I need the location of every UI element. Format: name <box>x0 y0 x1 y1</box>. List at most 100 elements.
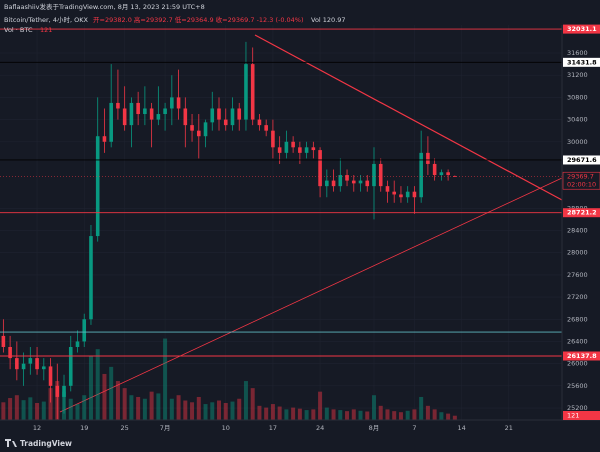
last-price-label: 29369.7 <box>567 173 594 181</box>
volume-bar <box>41 401 46 420</box>
volume-bar <box>203 404 208 420</box>
volume-bar <box>371 395 376 420</box>
volume-bar <box>156 393 161 420</box>
y-tick-label: 30800 <box>567 93 588 101</box>
volume-bar <box>95 349 100 420</box>
volume-bar <box>318 391 323 420</box>
volume-bar <box>48 388 53 420</box>
candle-body <box>15 358 19 370</box>
candle-body <box>203 122 208 137</box>
candle-body <box>432 163 437 176</box>
candle-body <box>95 136 100 237</box>
candle-body <box>8 347 12 359</box>
candle-body <box>385 186 390 192</box>
volume-bar <box>291 407 296 420</box>
volume-bar <box>210 402 215 420</box>
volume-bar <box>432 409 437 420</box>
candle-body <box>176 97 181 109</box>
y-tick-label: 30000 <box>567 138 588 146</box>
candle-body <box>378 163 383 187</box>
plot-area <box>0 28 562 420</box>
candle-body <box>277 147 282 153</box>
candle-body <box>351 180 356 184</box>
volume-bar <box>35 403 40 420</box>
candle-body <box>372 163 376 187</box>
volume-bar <box>385 409 390 420</box>
price-level-label: 32031.1 <box>567 25 597 33</box>
volume-bar <box>446 413 451 420</box>
volume-bar <box>243 381 248 420</box>
volume-bar <box>169 398 174 420</box>
candle-body <box>230 108 235 126</box>
candle-body <box>55 385 60 397</box>
candle-body <box>453 176 457 177</box>
volume-label: 121 <box>567 412 579 420</box>
candle-body <box>1 335 6 348</box>
x-tick-label: 8月 <box>369 424 380 432</box>
volume-pane-value: 121 <box>40 26 52 34</box>
volume-bar <box>8 398 13 420</box>
volume-bar <box>190 402 195 420</box>
volume-bar <box>217 400 222 420</box>
candle-body <box>190 125 194 131</box>
price-level-label: 28721.2 <box>567 209 597 217</box>
price-level-tag <box>563 155 600 165</box>
candle-body <box>304 147 309 153</box>
candle-body <box>257 119 262 126</box>
candle-body <box>392 191 397 195</box>
volume-bar <box>331 409 336 420</box>
candle-body <box>311 147 316 151</box>
candle-body <box>210 108 215 123</box>
candle-body <box>446 172 450 176</box>
volume-bar <box>250 388 255 420</box>
candle-body <box>109 102 113 142</box>
candle-body <box>183 108 188 126</box>
volume-bar <box>311 409 316 420</box>
volume-bar <box>284 409 289 420</box>
x-tick-label: 7月 <box>160 424 171 432</box>
volume-bar <box>425 405 430 420</box>
x-tick-label: 10 <box>222 424 230 432</box>
candle-body <box>28 358 33 364</box>
candle-body <box>143 108 147 115</box>
symbol: Bitcoin/Tether, 4小时, OKX <box>4 15 88 24</box>
x-tick-label: 19 <box>80 424 88 432</box>
price-level-label: 29671.6 <box>567 156 597 164</box>
volume-bar <box>75 404 80 420</box>
volume-bar <box>412 409 417 420</box>
volume-bar <box>1 402 6 420</box>
candle-body <box>48 366 53 386</box>
logo-icon <box>5 439 17 447</box>
y-tick-label: 31200 <box>567 71 588 79</box>
candle-body <box>250 64 255 120</box>
candle-body <box>116 102 120 109</box>
logo: TradingView <box>20 439 72 448</box>
x-tick-label: 14 <box>457 424 465 432</box>
y-tick-label: 30400 <box>567 116 588 124</box>
y-tick-label: 28400 <box>567 227 588 235</box>
volume-pane-label: Vol · BTC <box>4 26 33 34</box>
price-level-tag <box>563 24 600 34</box>
candle-body <box>217 108 221 120</box>
candle-body <box>156 114 161 120</box>
candle-body <box>170 97 174 109</box>
volume-bar <box>419 396 424 420</box>
volume-bar <box>136 396 141 420</box>
x-tick-label: 21 <box>505 424 513 432</box>
candle-body <box>264 125 268 131</box>
volume-bar <box>115 381 120 420</box>
y-tick-label: 27600 <box>567 271 588 279</box>
volume-bar <box>196 396 201 420</box>
y-tick-label: 25600 <box>567 382 588 390</box>
volume-bar <box>277 406 282 420</box>
volume-bar <box>149 391 154 420</box>
candle-body <box>82 319 87 342</box>
volume-bar <box>264 407 269 420</box>
volume-bar <box>88 356 93 420</box>
candle-body <box>298 147 302 153</box>
volume-bar <box>142 398 147 420</box>
volume-bar <box>223 403 228 420</box>
volume-bar <box>439 412 444 420</box>
candle-body <box>331 180 336 187</box>
volume-bar <box>230 401 235 420</box>
